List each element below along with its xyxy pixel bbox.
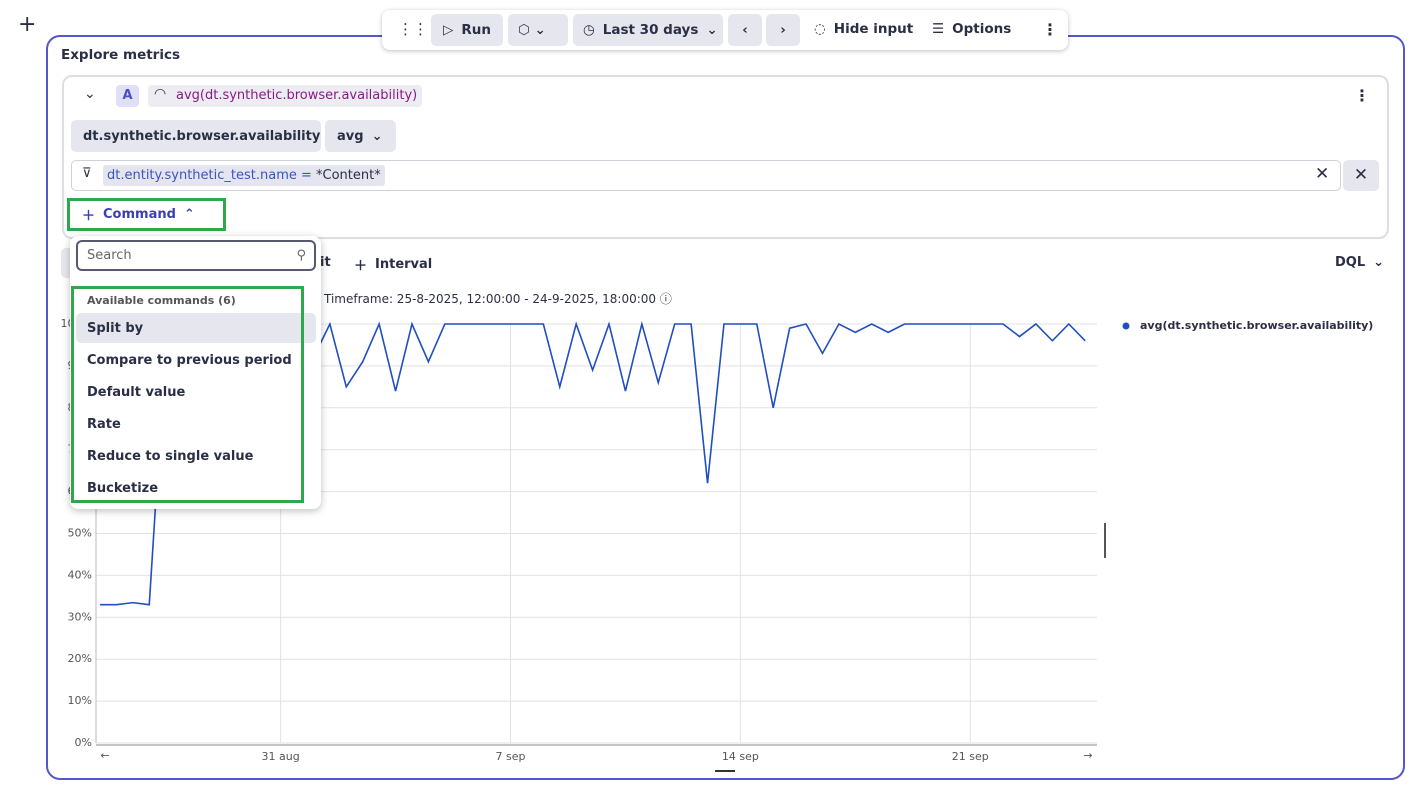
search-icon: ⚲: [296, 248, 306, 263]
run-button[interactable]: ▷ Run: [431, 14, 503, 46]
y-tick-label: 30%: [68, 610, 92, 623]
next-button[interactable]: ›: [766, 14, 800, 46]
timeframe: Last 30 days: [602, 22, 699, 38]
y-tick-label: 20%: [68, 652, 92, 665]
clear-filter[interactable]: ✕: [1315, 164, 1330, 184]
interval-label: Interval: [375, 257, 433, 272]
remove-filter[interactable]: ✕: [1343, 160, 1379, 191]
timeframe-label: Timeframe: 25-8-2025, 12:00:00 - 24-9-20…: [324, 292, 672, 306]
x-tick-label: 21 sep: [952, 750, 989, 763]
y-tick-label: 0%: [75, 736, 92, 749]
aggregation-select[interactable]: avg ⌄: [325, 120, 396, 152]
filter-key: dt.entity.synthetic_test.name =: [107, 168, 312, 183]
legend-label: avg(dt.synthetic.browser.availability): [1140, 319, 1373, 332]
query-letter: A: [116, 85, 139, 107]
command-button[interactable]: ＋ Command ⌃: [67, 198, 226, 231]
toolbar: ⋮⋮ ▷ Run ⬡ ⌄ ◷ Last 30 days ⌄ ‹ › ◌ Hide…: [382, 10, 1068, 50]
add-tile[interactable]: +: [18, 12, 37, 37]
run-label: Run: [461, 22, 492, 38]
command-item[interactable]: Bucketize: [87, 480, 159, 496]
search-placeholder: Search: [87, 248, 132, 263]
options-button[interactable]: ☰ Options: [932, 21, 1012, 37]
prev-button[interactable]: ‹: [728, 14, 762, 46]
command-item[interactable]: Rate: [87, 416, 121, 432]
scroll-right: →: [1083, 749, 1092, 762]
hide-input-button[interactable]: ◌ Hide input: [814, 21, 914, 37]
highlight-box: [71, 286, 304, 503]
drag-handle[interactable]: ⋮⋮: [398, 20, 428, 38]
hide-input-label: Hide input: [833, 21, 914, 37]
interval-button[interactable]: ＋ Interval: [354, 257, 433, 274]
scroll-left: ←: [100, 749, 109, 762]
y-tick-label: 10%: [68, 694, 92, 707]
legend-swatch: [1122, 322, 1130, 330]
x-tick-label: 31 aug: [262, 750, 300, 763]
filter-icon: ⊽: [82, 166, 92, 181]
dql-label: DQL: [1335, 255, 1366, 270]
filter-field[interactable]: [71, 160, 1341, 191]
timeframe-text: Timeframe: 25-8-2025, 12:00:00 - 24-9-20…: [324, 292, 657, 306]
dql-button[interactable]: DQL ⌄: [1335, 255, 1385, 270]
x-tick-label: 7 sep: [496, 750, 526, 763]
x-tick-label: 14 sep: [722, 750, 759, 763]
metric: dt.synthetic.browser.availability: [83, 128, 321, 144]
options-label: Options: [952, 21, 1012, 37]
filter-value: *Content*: [316, 168, 381, 183]
y-tick-label: 40%: [68, 568, 92, 581]
command-item[interactable]: Default value: [87, 384, 186, 400]
command-label: Command: [103, 207, 176, 222]
command-item[interactable]: Split by: [76, 313, 316, 343]
y-tick-label: 50%: [68, 527, 92, 540]
panel-title: Explore metrics: [61, 47, 181, 63]
gauge-icon: ◠: [154, 86, 167, 102]
metric-select[interactable]: dt.synthetic.browser.availability ⌄: [71, 120, 339, 152]
aggregation: avg: [337, 128, 364, 144]
more-button[interactable]: ⋮: [1042, 20, 1058, 39]
partial-label: it: [320, 255, 331, 270]
filter-chip[interactable]: dt.entity.synthetic_test.name = *Content…: [103, 165, 385, 186]
search-input[interactable]: Search ⚲: [76, 240, 316, 271]
commands-heading: Available commands (6): [87, 294, 236, 307]
command-item[interactable]: Compare to previous period: [87, 352, 292, 368]
command-item[interactable]: Reduce to single value: [87, 448, 254, 464]
segment-button[interactable]: ⬡ ⌄: [508, 14, 568, 46]
timeframe-button[interactable]: ◷ Last 30 days ⌄: [573, 14, 723, 46]
query-card: [62, 75, 1389, 239]
query-expression: avg(dt.synthetic.browser.availability): [148, 85, 423, 107]
collapse-toggle[interactable]: ⌄: [84, 86, 96, 102]
command-dropdown: [70, 236, 321, 509]
query-menu[interactable]: ⋮: [1354, 86, 1370, 105]
partial-button[interactable]: it: [320, 255, 331, 270]
